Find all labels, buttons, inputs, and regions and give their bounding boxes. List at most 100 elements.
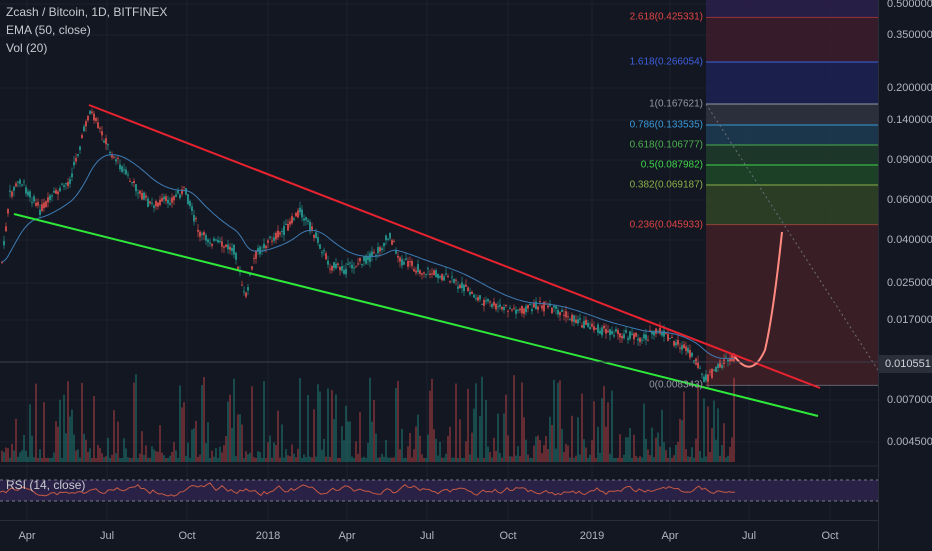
volume-bar bbox=[463, 457, 465, 462]
candle-body bbox=[729, 358, 731, 363]
volume-bar bbox=[233, 378, 235, 462]
candle-body bbox=[27, 191, 29, 196]
candle-body bbox=[211, 243, 213, 246]
candle-body bbox=[37, 202, 39, 206]
volume-bar bbox=[293, 453, 295, 462]
volume-bar bbox=[397, 380, 399, 462]
lower-trendline[interactable] bbox=[13, 213, 819, 417]
volume-bar bbox=[179, 385, 181, 462]
volume-bar bbox=[197, 456, 199, 462]
volume-bar bbox=[129, 458, 131, 462]
volume-bar bbox=[445, 453, 447, 462]
volume-bar bbox=[433, 429, 435, 462]
candle-body bbox=[407, 261, 409, 267]
candle-body bbox=[563, 314, 565, 316]
rsi-indicator-label[interactable]: RSI (14, close) bbox=[6, 478, 86, 492]
candle-body bbox=[467, 287, 469, 291]
volume-bar bbox=[169, 455, 171, 462]
symbol-title[interactable]: Zcash / Bitcoin, 1D, BITFINEX bbox=[6, 5, 168, 19]
volume-bar bbox=[289, 456, 291, 462]
volume-bar bbox=[407, 446, 409, 462]
volume-bar bbox=[359, 412, 361, 462]
volume-bar bbox=[591, 440, 593, 462]
candle-body bbox=[43, 202, 45, 209]
ema-indicator-label[interactable]: EMA (50, close) bbox=[6, 23, 91, 37]
volume-bar bbox=[133, 382, 135, 462]
volume-bar bbox=[189, 457, 191, 462]
volume-bar bbox=[725, 457, 727, 462]
volume-bar bbox=[619, 434, 621, 462]
volume-bar bbox=[403, 457, 405, 462]
volume-bar bbox=[241, 424, 243, 462]
candle-body bbox=[393, 241, 395, 243]
volume-bar bbox=[599, 452, 601, 462]
volume-bar bbox=[215, 448, 217, 462]
candle-body bbox=[201, 233, 203, 235]
candle-body bbox=[165, 196, 167, 201]
volume-bar bbox=[259, 451, 261, 462]
volume-bar bbox=[673, 455, 675, 462]
candle-body bbox=[101, 131, 103, 136]
candle-body bbox=[713, 369, 715, 371]
volume-bar bbox=[309, 456, 311, 462]
volume-bar bbox=[73, 434, 75, 462]
volume-bar bbox=[283, 457, 285, 462]
candle-body bbox=[717, 364, 719, 369]
volume-bar bbox=[567, 445, 569, 462]
candle-body bbox=[619, 333, 621, 338]
candle-body bbox=[599, 330, 601, 334]
candle-body bbox=[215, 239, 217, 241]
volume-bar bbox=[593, 401, 595, 462]
candle-body bbox=[437, 273, 439, 279]
volume-bar bbox=[225, 436, 227, 462]
candle-body bbox=[661, 332, 663, 336]
volume-bar bbox=[345, 405, 347, 462]
candle-body bbox=[247, 287, 249, 291]
candle-body bbox=[349, 262, 351, 264]
volume-bar bbox=[387, 457, 389, 462]
time-axis[interactable]: Apr Jul Oct 2018 Apr Jul Oct 2019 Apr Ju… bbox=[0, 520, 878, 551]
candle-body bbox=[353, 267, 355, 269]
fibonacci-retracement[interactable] bbox=[706, 0, 878, 386]
candle-body bbox=[593, 326, 595, 331]
time-tick: 2019 bbox=[579, 530, 605, 542]
volume-bar bbox=[399, 449, 401, 462]
volume-bar bbox=[437, 455, 439, 462]
price-axis[interactable]: 0.500000 0.350000 0.200000 0.140000 0.09… bbox=[878, 0, 932, 550]
volume-bar bbox=[301, 457, 303, 462]
volume-indicator-label[interactable]: Vol (20) bbox=[6, 41, 48, 55]
candle-body bbox=[119, 164, 121, 170]
fib-level-label: 0.236(0.045933) bbox=[629, 219, 703, 231]
candle-body bbox=[671, 337, 673, 339]
volume-bar bbox=[237, 414, 239, 462]
volume-bar bbox=[635, 455, 637, 462]
projection-curve[interactable] bbox=[734, 231, 783, 368]
upper-trendline[interactable] bbox=[88, 104, 821, 389]
volume-bar bbox=[733, 377, 735, 462]
volume-bar bbox=[629, 428, 631, 462]
candle-body bbox=[673, 341, 675, 346]
candle-body bbox=[727, 359, 729, 363]
candle-body bbox=[143, 192, 145, 200]
candle-body bbox=[217, 240, 219, 243]
candle-body bbox=[67, 181, 69, 187]
candle-body bbox=[691, 352, 693, 357]
candle-body bbox=[23, 181, 25, 183]
candle-body bbox=[725, 356, 727, 358]
candle-body bbox=[571, 314, 573, 322]
volume-bar bbox=[203, 376, 205, 462]
candle-body bbox=[133, 180, 135, 184]
rsi-band bbox=[0, 480, 878, 501]
candle-body bbox=[115, 159, 117, 162]
volume-bar bbox=[265, 457, 267, 462]
candle-body bbox=[345, 268, 347, 275]
volume-bar bbox=[625, 437, 627, 462]
volume-bar bbox=[117, 421, 119, 462]
volume-bar bbox=[517, 446, 519, 462]
candle-body bbox=[429, 273, 431, 275]
volume-bar bbox=[351, 456, 353, 462]
volume-bar bbox=[183, 402, 185, 462]
volume-bar bbox=[285, 449, 287, 462]
candle-body bbox=[493, 301, 495, 306]
